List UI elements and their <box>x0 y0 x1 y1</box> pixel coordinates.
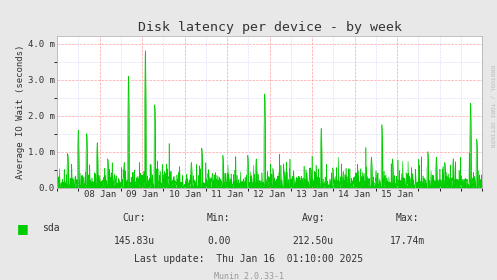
Text: 145.83u: 145.83u <box>114 235 155 246</box>
Text: 212.50u: 212.50u <box>293 235 333 246</box>
Text: Min:: Min: <box>207 213 231 223</box>
Y-axis label: Average IO Wait (seconds): Average IO Wait (seconds) <box>16 45 25 179</box>
Text: Cur:: Cur: <box>122 213 146 223</box>
Text: ■: ■ <box>16 222 28 235</box>
Text: Max:: Max: <box>396 213 419 223</box>
Text: sda: sda <box>42 223 60 233</box>
Text: 0.00: 0.00 <box>207 235 231 246</box>
Text: Avg:: Avg: <box>301 213 325 223</box>
Text: Munin 2.0.33-1: Munin 2.0.33-1 <box>214 272 283 280</box>
Text: Last update:  Thu Jan 16  01:10:00 2025: Last update: Thu Jan 16 01:10:00 2025 <box>134 254 363 264</box>
Title: Disk latency per device - by week: Disk latency per device - by week <box>138 21 402 34</box>
Text: RRDTOOL / TOBI OETIKER: RRDTOOL / TOBI OETIKER <box>490 65 495 148</box>
Text: 17.74m: 17.74m <box>390 235 425 246</box>
